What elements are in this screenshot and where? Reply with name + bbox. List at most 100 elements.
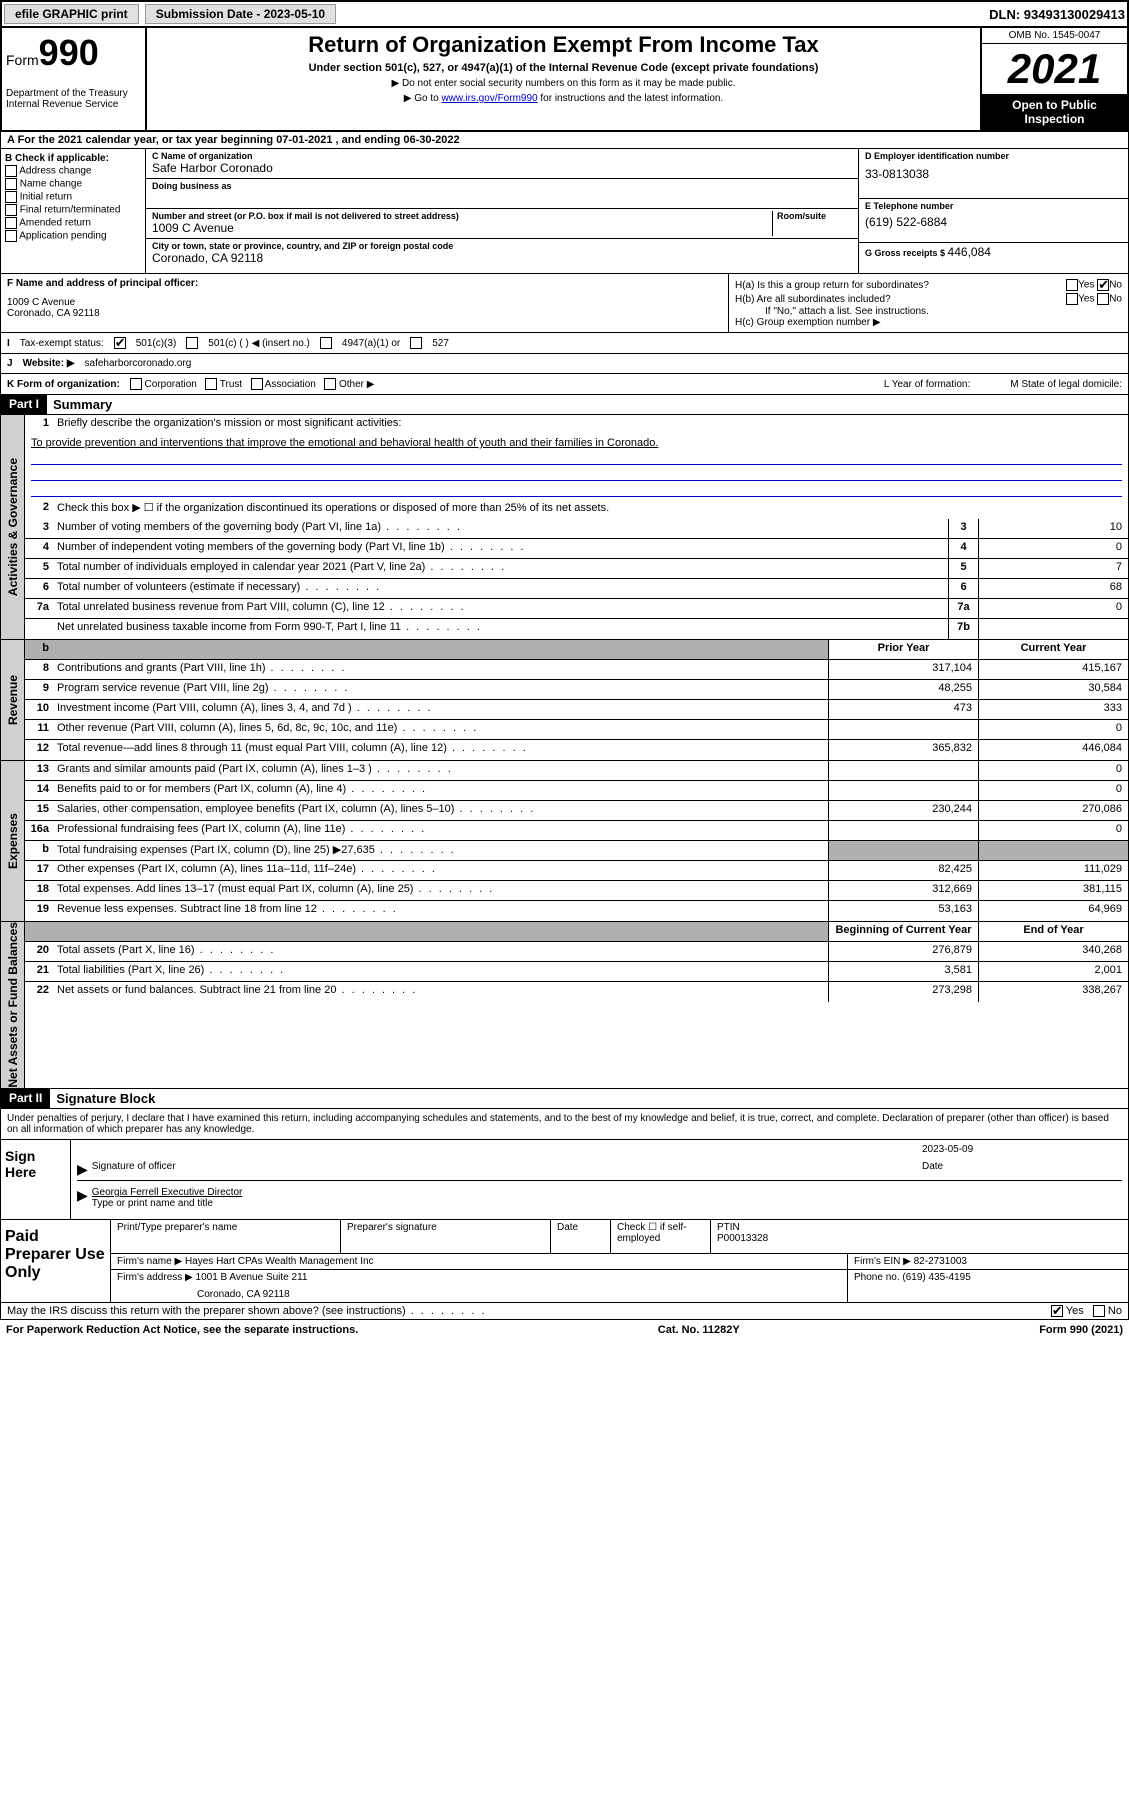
dln-text: DLN: 93493130029413 [989, 7, 1125, 22]
submission-date-button[interactable]: Submission Date - 2023-05-10 [145, 4, 336, 24]
applicable-checkbox-option[interactable]: Name change [5, 178, 141, 190]
officer-info: F Name and address of principal officer:… [1, 274, 728, 332]
col-b-checkboxes: B Check if applicable: Address change Na… [1, 149, 146, 273]
irs-discuss-row: May the IRS discuss this return with the… [0, 1303, 1129, 1320]
gross-cell: G Gross receipts $ 446,084 [859, 243, 1128, 273]
row-a-tax-year: A For the 2021 calendar year, or tax yea… [0, 132, 1129, 149]
applicable-checkbox-option[interactable]: Initial return [5, 191, 141, 203]
dba-label: Doing business as [152, 181, 852, 191]
officer-label: F Name and address of principal officer: [7, 278, 722, 289]
applicable-checkbox-option[interactable]: Final return/terminated [5, 204, 141, 216]
hc-label: H(c) Group exemption number ▶ [735, 317, 1122, 328]
form-org-option[interactable]: Association [251, 379, 325, 390]
end-year-header: End of Year [978, 922, 1128, 941]
activities-governance-section: Activities & Governance 1 Briefly descri… [0, 415, 1129, 640]
hb-note: If "No," attach a list. See instructions… [735, 306, 1122, 317]
efile-print-button[interactable]: efile GRAPHIC print [4, 4, 139, 24]
row-j-website: J Website: ▶ safeharborcoronado.org [0, 354, 1129, 374]
phone-value: (619) 522-6884 [865, 215, 1122, 229]
irs-link[interactable]: www.irs.gov/Form990 [441, 93, 537, 104]
gross-value: 446,084 [948, 245, 991, 259]
applicable-checkbox-option[interactable]: Application pending [5, 230, 141, 242]
financial-line: 16aProfessional fundraising fees (Part I… [25, 821, 1128, 841]
4947-checkbox[interactable] [320, 337, 332, 349]
firm-addr2: Coronado, CA 92118 [117, 1289, 841, 1300]
date-label: Date [922, 1161, 1122, 1178]
financial-line: 15Salaries, other compensation, employee… [25, 801, 1128, 821]
sig-officer-label: Signature of officer [92, 1161, 922, 1178]
name-arrow-icon: ▶ [77, 1187, 88, 1209]
part-i-header: Part I Summary [0, 395, 1129, 415]
row-f: F Name and address of principal officer:… [0, 274, 1129, 333]
dba-cell: Doing business as [146, 179, 858, 209]
city-state-zip: Coronado, CA 92118 [152, 251, 852, 265]
form-org-option[interactable]: Other ▶ [324, 379, 380, 390]
top-bar: efile GRAPHIC print Submission Date - 20… [0, 0, 1129, 28]
net-assets-section: Net Assets or Fund Balances Beginning of… [0, 922, 1129, 1089]
financial-line: 19Revenue less expenses. Subtract line 1… [25, 901, 1128, 921]
state-domicile-label: M State of legal domicile: [1010, 379, 1122, 390]
form-subtitle: Under section 501(c), 527, or 4947(a)(1)… [155, 62, 972, 74]
501c-checkbox[interactable] [186, 337, 198, 349]
prep-self-employed: Check ☐ if self-employed [611, 1220, 711, 1253]
year-formation-label: L Year of formation: [884, 379, 970, 390]
line-1-num: 1 [25, 415, 53, 435]
form-org-option[interactable]: Corporation [130, 379, 205, 390]
summary-line: 3Number of voting members of the governi… [25, 519, 1128, 539]
footer-final: For Paperwork Reduction Act Notice, see … [0, 1320, 1129, 1340]
city-cell: City or town, state or province, country… [146, 239, 858, 269]
hb-no-checkbox[interactable] [1097, 293, 1109, 305]
form-org-label: K Form of organization: [7, 379, 120, 390]
applicable-checkbox-option[interactable]: Address change [5, 165, 141, 177]
activities-tab: Activities & Governance [1, 415, 25, 639]
paid-preparer-label: Paid Preparer Use Only [1, 1220, 111, 1302]
501c3-checkbox[interactable] [114, 337, 126, 349]
ein-label: D Employer identification number [865, 151, 1122, 161]
ha-yes-checkbox[interactable] [1066, 279, 1078, 291]
expenses-section: Expenses 13Grants and similar amounts pa… [0, 761, 1129, 922]
line-2-num: 2 [25, 499, 53, 519]
firm-phone: (619) 435-4195 [902, 1272, 970, 1283]
expenses-tab: Expenses [1, 761, 25, 921]
financial-line: 10Investment income (Part VIII, column (… [25, 700, 1128, 720]
ha-no-checkbox[interactable] [1097, 279, 1109, 291]
ein-cell: D Employer identification number 33-0813… [859, 149, 1128, 199]
summary-line: 5Total number of individuals employed in… [25, 559, 1128, 579]
financial-line: 20Total assets (Part X, line 16)276,8793… [25, 942, 1128, 962]
org-name-cell: C Name of organization Safe Harbor Coron… [146, 149, 858, 179]
org-name: Safe Harbor Coronado [152, 161, 852, 175]
applicable-checkbox-option[interactable]: Amended return [5, 217, 141, 229]
ein-value: 33-0813038 [865, 167, 1122, 181]
discuss-no-checkbox[interactable] [1093, 1305, 1105, 1317]
omb-number: OMB No. 1545-0047 [982, 28, 1127, 44]
gross-label: G Gross receipts $ [865, 248, 948, 258]
org-name-label: C Name of organization [152, 151, 852, 161]
group-return-info: H(a) Is this a group return for subordin… [728, 274, 1128, 332]
prep-sig-label: Preparer's signature [341, 1220, 551, 1253]
financial-line: 14Benefits paid to or for members (Part … [25, 781, 1128, 801]
form-id-box: Form990 Department of the Treasury Inter… [2, 28, 147, 130]
address-cell: Number and street (or P.O. box if mail i… [146, 209, 858, 239]
firm-ein: 82-2731003 [914, 1256, 967, 1267]
phone-label: E Telephone number [865, 201, 1122, 211]
street-address: 1009 C Avenue [152, 221, 772, 235]
officer-name: Georgia Ferrell Executive Director [92, 1187, 243, 1198]
form-title: Return of Organization Exempt From Incom… [155, 32, 972, 58]
527-checkbox[interactable] [410, 337, 422, 349]
firm-addr-label: Firm's address ▶ [117, 1272, 193, 1283]
hb-yes-checkbox[interactable] [1066, 293, 1078, 305]
firm-phone-label: Phone no. [854, 1272, 900, 1283]
perjury-statement: Under penalties of perjury, I declare th… [1, 1109, 1128, 1140]
form-org-option[interactable]: Trust [205, 379, 250, 390]
row-i-tax-status: I Tax-exempt status: 501(c)(3) 501(c) ( … [0, 333, 1129, 354]
inspection-badge: Open to Public Inspection [982, 94, 1127, 130]
financial-line: 12Total revenue—add lines 8 through 11 (… [25, 740, 1128, 760]
mission-text: To provide prevention and interventions … [31, 437, 1122, 449]
form-note-2: ▶ Go to www.irs.gov/Form990 for instruct… [155, 93, 972, 104]
firm-name-label: Firm's name ▶ [117, 1256, 182, 1267]
col-b-label: B Check if applicable: [5, 153, 141, 164]
website-value: safeharborcoronado.org [85, 358, 192, 369]
ptin-label: PTIN [717, 1222, 1122, 1233]
discuss-yes-checkbox[interactable] [1051, 1305, 1063, 1317]
discuss-text: May the IRS discuss this return with the… [7, 1305, 487, 1317]
